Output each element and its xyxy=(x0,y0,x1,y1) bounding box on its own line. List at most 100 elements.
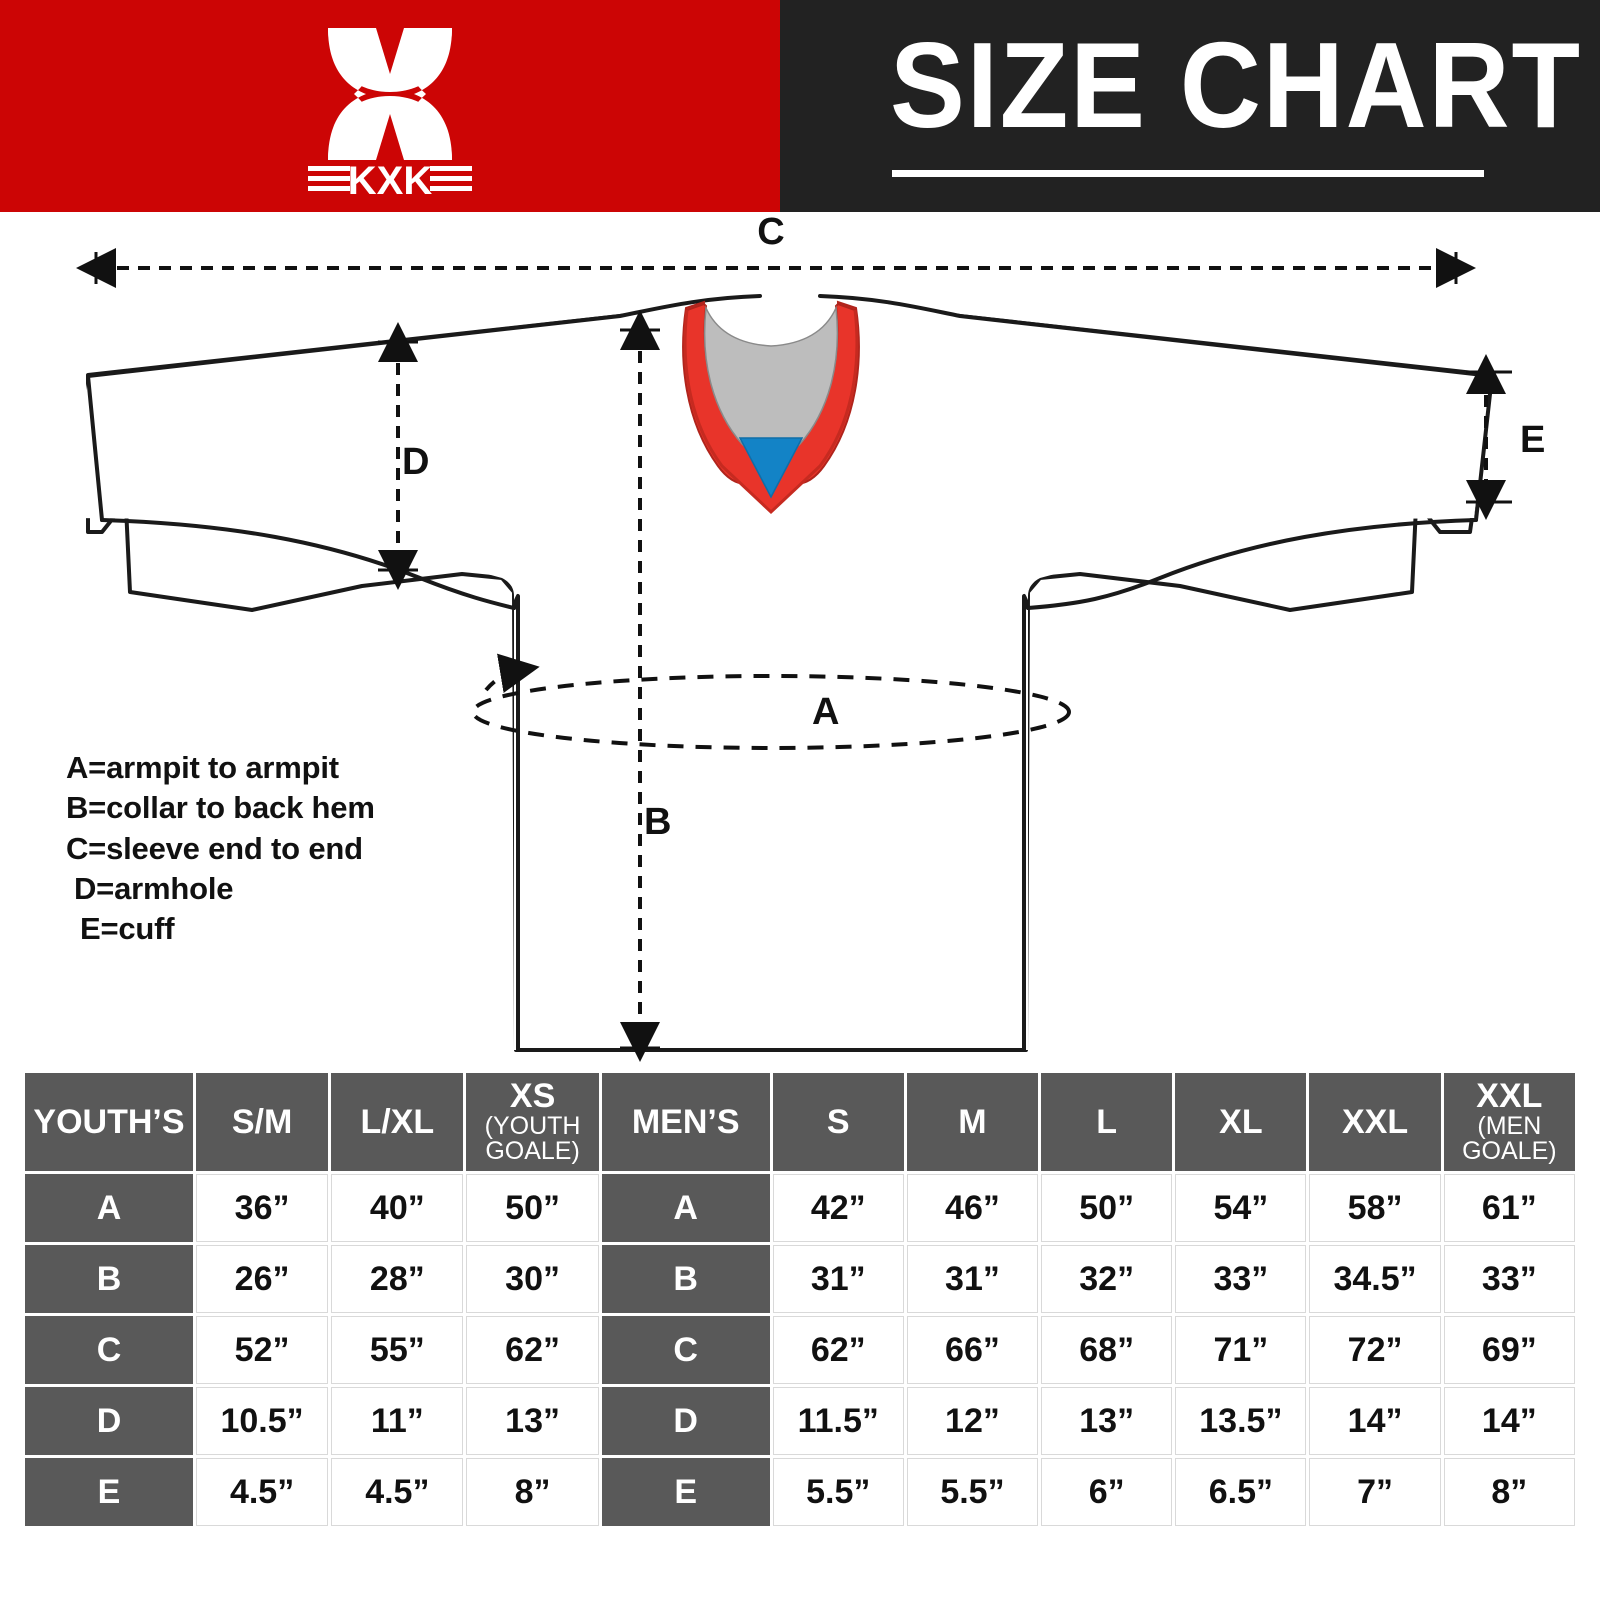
cell: 13” xyxy=(1041,1387,1173,1455)
measure-label-c: C xyxy=(757,212,784,253)
measure-label-b: B xyxy=(644,801,671,843)
cell: 52” xyxy=(195,1316,329,1384)
cell: 68” xyxy=(1041,1316,1173,1384)
cell: 31” xyxy=(772,1245,904,1313)
row-key-mens: C xyxy=(601,1316,770,1384)
page-header: KXK SIZE CHART xyxy=(0,0,1600,212)
table-row: C 52” 55” 62” C 62” 66” 68” 71” 72” 69” xyxy=(25,1316,1575,1384)
measure-label-d: D xyxy=(402,441,429,483)
table-header-row: YOUTH’S S/M L/XL XS (YOUTH GOALE) MEN’S … xyxy=(25,1073,1575,1171)
cell: 33” xyxy=(1175,1245,1307,1313)
measure-e-arrow: E xyxy=(1466,354,1545,520)
cell: 14” xyxy=(1443,1387,1575,1455)
cell: 58” xyxy=(1309,1174,1441,1242)
cell: 5.5” xyxy=(906,1458,1039,1526)
cell: 69” xyxy=(1443,1316,1575,1384)
cell: 40” xyxy=(331,1174,464,1242)
cell: 8” xyxy=(466,1458,599,1526)
cell: 4.5” xyxy=(331,1458,464,1526)
table-row: D 10.5” 11” 13” D 11.5” 12” 13” 13.5” 14… xyxy=(25,1387,1575,1455)
table-row: B 26” 28” 30” B 31” 31” 32” 33” 34.5” 33… xyxy=(25,1245,1575,1313)
row-key-mens: D xyxy=(601,1387,770,1455)
title-underline xyxy=(892,170,1484,177)
cell: 66” xyxy=(906,1316,1039,1384)
measure-c-arrow xyxy=(76,248,1476,288)
cell: 34.5” xyxy=(1309,1245,1441,1313)
cell: 32” xyxy=(1041,1245,1173,1313)
cell: 50” xyxy=(1041,1174,1173,1242)
legend-line-a: A=armpit to armpit xyxy=(66,750,339,785)
legend-line-e: E=cuff xyxy=(80,911,175,947)
header-size-name: S xyxy=(826,1102,850,1141)
header-size-sub: (YOUTH GOALE) xyxy=(484,1111,581,1166)
legend-line-c: C=sleeve end to end xyxy=(66,830,363,866)
header-mens-size-4: XXL xyxy=(1309,1073,1441,1171)
cell: 72” xyxy=(1309,1316,1441,1384)
header-youth-size-0: S/M xyxy=(195,1073,329,1171)
measure-d-arrow: D xyxy=(378,322,429,590)
header-mens-size-5: XXL (MEN GOALE) xyxy=(1443,1073,1575,1171)
cell: 5.5” xyxy=(772,1458,904,1526)
row-key-mens: E xyxy=(601,1458,770,1526)
table-row: A 36” 40” 50” A 42” 46” 50” 54” 58” 61” xyxy=(25,1174,1575,1242)
cell: 61” xyxy=(1443,1174,1575,1242)
measure-label-e: E xyxy=(1520,419,1545,461)
size-table: YOUTH’S S/M L/XL XS (YOUTH GOALE) MEN’S … xyxy=(22,1070,1578,1529)
header-size-name: XL xyxy=(1219,1102,1263,1141)
cell: 62” xyxy=(772,1316,904,1384)
row-key-youth: E xyxy=(25,1458,193,1526)
row-key-youth: C xyxy=(25,1316,193,1384)
cell: 42” xyxy=(772,1174,904,1242)
cell: 12” xyxy=(906,1387,1039,1455)
page-title: SIZE CHART xyxy=(890,17,1582,153)
cell: 10.5” xyxy=(195,1387,329,1455)
row-key-mens: B xyxy=(601,1245,770,1313)
legend-line-b: B=collar to back hem xyxy=(66,790,375,826)
header-youth-size-1: L/XL xyxy=(331,1073,464,1171)
measure-label-a: A xyxy=(812,691,839,733)
measurement-legend: A=armpit to armpit B=collar to back hem … xyxy=(66,748,375,949)
cell: 55” xyxy=(331,1316,464,1384)
header-size-name: XXL xyxy=(1342,1102,1409,1141)
header-size-name: L xyxy=(1096,1102,1118,1141)
cell: 30” xyxy=(466,1245,599,1313)
row-key-youth: A xyxy=(25,1174,193,1242)
header-mens-size-0: S xyxy=(772,1073,904,1171)
title-panel: SIZE CHART xyxy=(780,0,1600,212)
cell: 71” xyxy=(1175,1316,1307,1384)
legend-line-d: D=armhole xyxy=(74,870,234,906)
cell: 6.5” xyxy=(1175,1458,1307,1526)
cell: 62” xyxy=(466,1316,599,1384)
cell: 26” xyxy=(195,1245,329,1313)
size-table-wrap: YOUTH’S S/M L/XL XS (YOUTH GOALE) MEN’S … xyxy=(22,1070,1578,1529)
measure-a-ellipse: A xyxy=(471,653,1071,750)
cell: 31” xyxy=(906,1245,1039,1313)
cell: 54” xyxy=(1175,1174,1307,1242)
row-key-mens: A xyxy=(601,1174,770,1242)
jersey-diagram: D B E A C xyxy=(0,212,1600,1065)
cell: 8” xyxy=(1443,1458,1575,1526)
header-size-name: S/M xyxy=(231,1102,293,1141)
table-row: E 4.5” 4.5” 8” E 5.5” 5.5” 6” 6.5” 7” 8” xyxy=(25,1458,1575,1526)
header-youth-label: YOUTH’S xyxy=(25,1073,193,1171)
cell: 36” xyxy=(195,1174,329,1242)
header-mens-size-1: M xyxy=(906,1073,1039,1171)
measure-b-arrow: B xyxy=(620,310,671,1062)
cell: 11” xyxy=(331,1387,464,1455)
row-key-youth: D xyxy=(25,1387,193,1455)
cell: 7” xyxy=(1309,1458,1441,1526)
cell: 4.5” xyxy=(195,1458,329,1526)
header-youth-size-2: XS (YOUTH GOALE) xyxy=(466,1073,599,1171)
header-size-name: M xyxy=(958,1102,987,1141)
brand-panel: KXK xyxy=(0,0,780,212)
header-mens-size-2: L xyxy=(1041,1073,1173,1171)
cell: 28” xyxy=(331,1245,464,1313)
cell: 13.5” xyxy=(1175,1387,1307,1455)
header-size-name: XS xyxy=(509,1076,556,1115)
cell: 50” xyxy=(466,1174,599,1242)
header-size-name: L/XL xyxy=(360,1102,435,1141)
cell: 13” xyxy=(466,1387,599,1455)
svg-text:KXK: KXK xyxy=(348,159,433,203)
kxk-logo-icon: KXK xyxy=(270,14,510,204)
